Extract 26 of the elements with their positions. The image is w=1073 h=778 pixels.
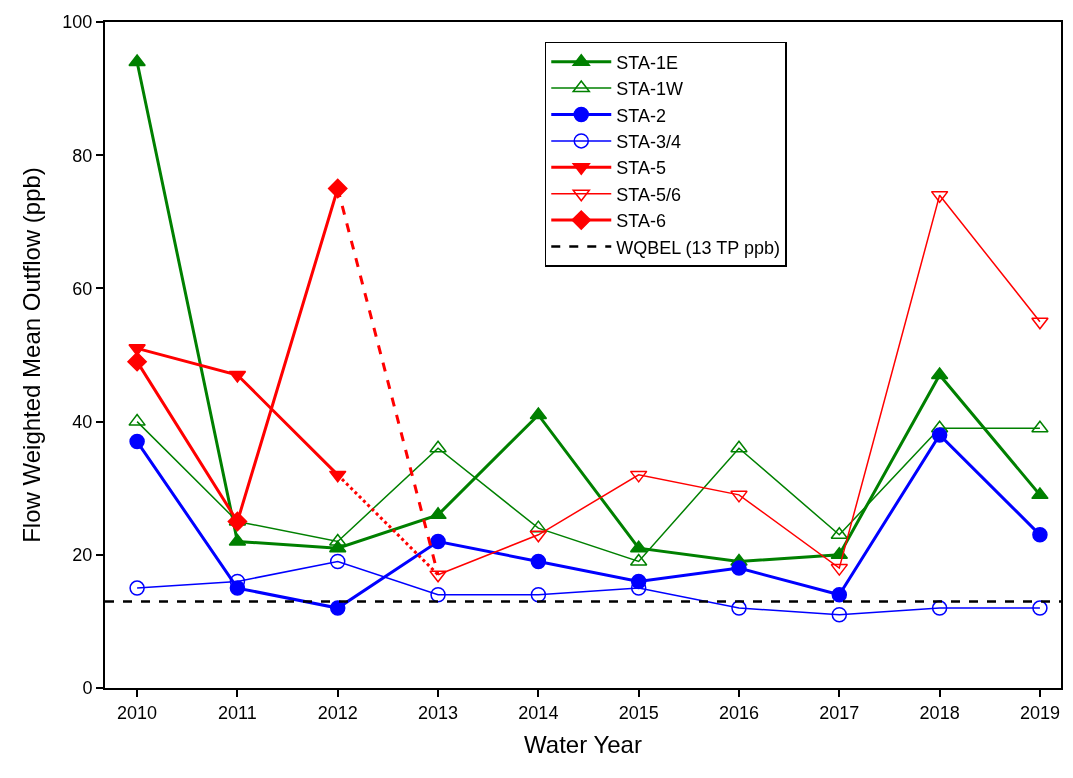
legend-label: STA-5/6 — [616, 184, 681, 205]
x-tick-label: 2013 — [418, 702, 459, 723]
x-tick-label: 2010 — [117, 702, 158, 723]
y-tick-label: 80 — [72, 145, 93, 166]
x-tick-label: 2011 — [218, 702, 257, 723]
legend-label: STA-3/4 — [616, 131, 681, 152]
x-tick-label: 2017 — [819, 702, 860, 723]
x-tick-label: 2018 — [919, 702, 960, 723]
y-tick-label: 0 — [82, 678, 93, 699]
x-tick-label: 2016 — [718, 702, 760, 723]
x-tick-label: 2019 — [1019, 702, 1060, 723]
legend-label: STA-1W — [616, 79, 683, 100]
legend-label: STA-2 — [616, 105, 666, 126]
x-tick-label: 2012 — [317, 702, 358, 723]
y-tick-label: 100 — [62, 12, 93, 33]
x-tick-label: 2014 — [518, 702, 559, 723]
x-tick-label: 2015 — [618, 702, 659, 723]
legend-label: STA-5 — [616, 158, 666, 179]
y-tick-label: 20 — [72, 545, 93, 566]
y-axis-title: Flow Weighted Mean Outflow (ppb) — [17, 167, 45, 543]
x-axis-title: Water Year — [524, 731, 642, 759]
legend-label: STA-1E — [616, 52, 678, 73]
legend-label: WQBEL (13 TP ppb) — [616, 237, 781, 258]
y-tick-label: 60 — [72, 278, 93, 299]
legend-label: STA-6 — [616, 211, 666, 232]
y-tick-label: 40 — [72, 411, 93, 432]
